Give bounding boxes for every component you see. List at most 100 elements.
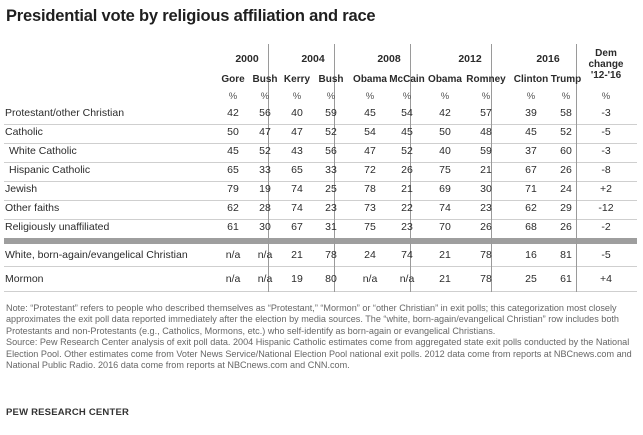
- dem-change-cell: -3: [601, 145, 611, 157]
- value-cell: 21: [439, 249, 451, 261]
- value-cell: 19: [259, 183, 271, 195]
- dem-change-header-line: change: [588, 59, 624, 70]
- value-cell: 29: [560, 202, 572, 214]
- column-divider: [268, 44, 269, 292]
- row-rule: [4, 200, 637, 201]
- value-cell: 67: [291, 221, 303, 233]
- separator-band: [4, 238, 637, 244]
- value-cell: 40: [439, 145, 451, 157]
- year-header: 2000: [235, 53, 259, 65]
- dem-change-cell: -5: [601, 126, 611, 138]
- value-cell: 30: [480, 183, 492, 195]
- value-cell: 45: [364, 107, 376, 119]
- column-divider: [576, 44, 577, 292]
- year-header: 2016: [536, 53, 560, 65]
- row-label: Jewish: [5, 183, 38, 195]
- year-header: 2004: [301, 53, 325, 65]
- row-label: Religiously unaffiliated: [5, 221, 110, 233]
- value-cell: 57: [480, 107, 492, 119]
- value-cell: 31: [325, 221, 337, 233]
- value-cell: 74: [291, 183, 303, 195]
- dem-change-header-line: '12-'16: [590, 70, 622, 81]
- value-cell: 37: [525, 145, 537, 157]
- dem-change-header: Dem change '12-'16: [581, 48, 631, 81]
- percent-symbol: %: [326, 91, 336, 102]
- value-cell: 62: [227, 202, 239, 214]
- candidate-header: Trump: [550, 74, 582, 85]
- value-cell: 45: [401, 126, 413, 138]
- value-cell: 73: [364, 202, 376, 214]
- row-label: Hispanic Catholic: [9, 164, 91, 176]
- source-text: Source: Pew Research Center analysis of …: [6, 337, 632, 371]
- value-cell: 22: [401, 202, 413, 214]
- value-cell: 58: [560, 107, 572, 119]
- value-cell: 52: [560, 126, 572, 138]
- value-cell: 23: [401, 221, 413, 233]
- value-cell: n/a: [362, 273, 378, 285]
- value-cell: 23: [480, 202, 492, 214]
- percent-symbol: %: [526, 91, 536, 102]
- dem-change-cell: -8: [601, 164, 611, 176]
- vote-table: 2000 Gore% Bush% 2004 Kerry% Bush% 2008 Obama% M…: [4, 44, 637, 292]
- value-cell: 47: [259, 126, 271, 138]
- value-cell: 52: [325, 126, 337, 138]
- candidate-header: Obama: [428, 74, 462, 85]
- value-cell: n/a: [257, 273, 273, 285]
- value-cell: 39: [525, 107, 537, 119]
- value-cell: 21: [480, 164, 492, 176]
- value-cell: 45: [525, 126, 537, 138]
- candidate-header: Bush: [318, 74, 344, 85]
- value-cell: 26: [480, 221, 492, 233]
- value-cell: 74: [401, 249, 413, 261]
- percent-symbol: %: [601, 91, 611, 102]
- value-cell: 21: [401, 183, 413, 195]
- value-cell: 21: [291, 249, 303, 261]
- value-cell: 25: [525, 273, 537, 285]
- value-cell: 61: [227, 221, 239, 233]
- percent-symbol: %: [260, 91, 270, 102]
- value-cell: 79: [227, 183, 239, 195]
- row-rule: [4, 162, 637, 163]
- value-cell: 26: [560, 164, 572, 176]
- value-cell: 80: [325, 273, 337, 285]
- row-label: Catholic: [5, 126, 43, 138]
- value-cell: 28: [259, 202, 271, 214]
- row-label: Protestant/other Christian: [5, 107, 125, 119]
- value-cell: 67: [525, 164, 537, 176]
- value-cell: 72: [364, 164, 376, 176]
- percent-symbol: %: [292, 91, 302, 102]
- value-cell: 42: [439, 107, 451, 119]
- value-cell: 60: [560, 145, 572, 157]
- value-cell: 33: [259, 164, 271, 176]
- value-cell: 71: [525, 183, 537, 195]
- percent-symbol: %: [440, 91, 450, 102]
- row-label: Other faiths: [5, 202, 60, 214]
- row-rule: [4, 181, 637, 182]
- row-rule: [4, 143, 637, 144]
- value-cell: 50: [227, 126, 239, 138]
- value-cell: n/a: [257, 249, 273, 261]
- notes-block: Note: “Protestant” refers to people who …: [6, 303, 638, 371]
- percent-symbol: %: [402, 91, 412, 102]
- value-cell: 74: [439, 202, 451, 214]
- value-cell: 65: [291, 164, 303, 176]
- row-label: Mormon: [5, 273, 44, 285]
- value-cell: n/a: [225, 273, 241, 285]
- value-cell: 16: [525, 249, 537, 261]
- percent-symbol: %: [365, 91, 375, 102]
- value-cell: 78: [480, 273, 492, 285]
- candidate-header: Obama: [353, 74, 387, 85]
- candidate-header: Clinton: [513, 74, 549, 85]
- value-cell: 69: [439, 183, 451, 195]
- value-cell: 59: [480, 145, 492, 157]
- value-cell: 81: [560, 249, 572, 261]
- value-cell: 52: [259, 145, 271, 157]
- value-cell: 47: [364, 145, 376, 157]
- value-cell: 54: [364, 126, 376, 138]
- value-cell: 25: [325, 183, 337, 195]
- percent-symbol: %: [481, 91, 491, 102]
- row-rule: [4, 266, 637, 267]
- value-cell: 24: [364, 249, 376, 261]
- dem-change-cell: +2: [600, 183, 612, 195]
- value-cell: n/a: [225, 249, 241, 261]
